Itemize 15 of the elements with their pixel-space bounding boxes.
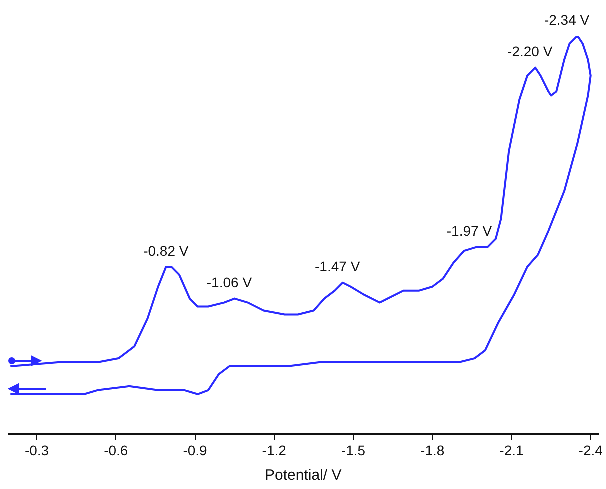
x-tick-label: -2.4	[578, 442, 604, 458]
annotation: -2.20 V	[508, 44, 554, 60]
x-tick-label: -0.9	[183, 442, 208, 458]
x-tick-label: -1.2	[262, 442, 287, 458]
annotation: -1.97 V	[446, 222, 493, 239]
x-tick-label: -0.6	[104, 442, 128, 458]
x-tick-label: -1.5	[341, 442, 366, 458]
x-tick-label: -2.1	[500, 442, 524, 458]
x-tick-label: -0.3	[24, 442, 50, 458]
annotation: -1.06 V	[206, 274, 253, 291]
annotation: -1.47 V	[315, 258, 361, 275]
annotation: -0.82 V	[144, 242, 190, 259]
x-axis-title: Potential/ V	[265, 467, 342, 484]
annotation: -2.34 V	[544, 12, 590, 28]
x-tick-label: -1.8	[420, 442, 445, 458]
